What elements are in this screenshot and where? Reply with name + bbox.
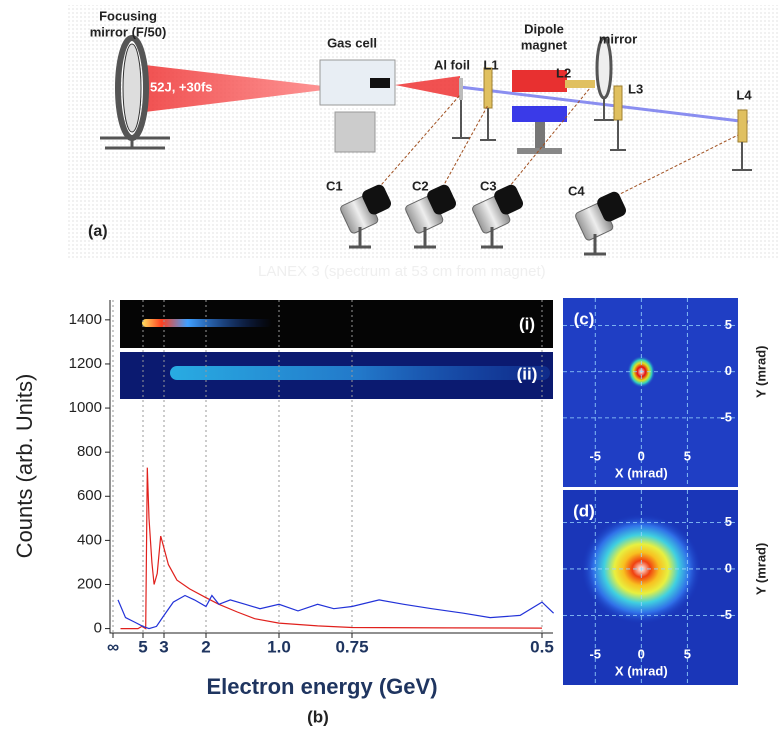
camera-lens xyxy=(494,184,523,215)
y-tick-label: 1200 xyxy=(69,355,102,372)
x-axis-label: Electron energy (GeV) xyxy=(206,674,437,699)
y-tick-label: 5 xyxy=(725,317,732,332)
l3-post xyxy=(610,120,626,151)
panel-label: (b) xyxy=(307,707,329,726)
y-tick-label: 0 xyxy=(725,363,732,378)
y-tick-label: 5 xyxy=(725,514,732,529)
cameras: C1 C2 C3 C4 xyxy=(326,178,626,256)
camera-label: C3 xyxy=(480,178,497,193)
inset-label: (ii) xyxy=(517,364,538,383)
x-tick-label: 3 xyxy=(159,637,168,656)
camera-sightlines xyxy=(374,87,739,199)
x-tick-label: ∞ xyxy=(107,637,119,656)
camera-lens xyxy=(597,191,626,222)
lanex-l4 xyxy=(737,109,748,143)
magnet-bottom xyxy=(512,106,567,122)
y-tick-label: -5 xyxy=(720,409,732,424)
x-tick-label: -5 xyxy=(589,448,601,463)
y-tick-label: 800 xyxy=(77,443,102,460)
magnet-post xyxy=(535,122,545,150)
y-axis-label: Y (mrad) xyxy=(753,543,768,596)
camera-label: C4 xyxy=(568,183,585,198)
y-axis-label: Y (mrad) xyxy=(753,346,768,399)
faint-caption: LANEX 3 (spectrum at 53 cm from magnet) xyxy=(258,263,546,280)
focusing-mirror-face xyxy=(122,43,142,133)
l2-label: L2 xyxy=(556,65,571,80)
laser-cone-out xyxy=(395,76,460,98)
camera-stand xyxy=(584,234,606,256)
l3-label: L3 xyxy=(628,81,643,96)
axis-line xyxy=(109,300,553,634)
lanex-l3 xyxy=(613,85,623,121)
camera-label: C2 xyxy=(412,178,429,193)
beam-image xyxy=(563,298,738,487)
y-tick-label: 1400 xyxy=(69,311,102,328)
inset-label: (i) xyxy=(519,314,535,333)
y-tick-label: 1000 xyxy=(69,399,102,416)
al-foil-label: Al foil xyxy=(434,57,470,72)
x-axis-label: X (mrad) xyxy=(615,465,668,480)
magnet-label: Dipole xyxy=(524,21,564,36)
mirror2-post xyxy=(594,98,614,121)
l4-label: L4 xyxy=(736,87,752,102)
l1-post xyxy=(480,108,496,141)
magnet-top xyxy=(512,70,567,92)
panel-label: (d) xyxy=(573,501,595,520)
l4-post xyxy=(732,142,752,171)
camera-stand xyxy=(349,227,371,249)
mirror-label: Focusing xyxy=(99,8,157,23)
x-tick-label: 5 xyxy=(138,637,147,656)
gas-cell-label: Gas cell xyxy=(327,35,377,50)
y-tick-label: 400 xyxy=(77,531,102,548)
x-tick-label: -5 xyxy=(589,646,601,661)
panel-label: (a) xyxy=(88,223,108,240)
foil-post xyxy=(452,100,470,139)
inset-streak xyxy=(170,366,550,380)
x-tick-label: 0.75 xyxy=(335,637,368,656)
x-tick-label: 0.5 xyxy=(530,637,554,656)
x-tick-label: 0 xyxy=(638,646,645,661)
camera-lens xyxy=(427,184,456,215)
y-tick-label: 600 xyxy=(77,487,102,504)
y-tick-label: 200 xyxy=(77,575,102,592)
panel-label: (c) xyxy=(574,309,595,328)
series-line xyxy=(117,594,555,630)
camera-lens xyxy=(362,184,391,215)
l1-label: L1 xyxy=(483,57,498,72)
gas-cell-nozzle xyxy=(370,78,390,88)
x-axis-label: X (mrad) xyxy=(615,663,668,678)
x-tick-label: 2 xyxy=(201,637,210,656)
x-tick-label: 5 xyxy=(684,646,691,661)
laser-cone xyxy=(145,65,340,112)
lanex-l2 xyxy=(565,80,595,88)
setup-diagram: C1 C2 C3 C4 Focusing mirror (F/50) 52J, +30… xyxy=(68,5,780,258)
mirror-label: mirror (F/50) xyxy=(90,24,167,39)
y-tick-label: 0 xyxy=(725,560,732,575)
camera-stand xyxy=(481,227,503,249)
y-axis-label: Counts (arb. Units) xyxy=(12,374,37,559)
series-line xyxy=(120,467,543,630)
x-tick-label: 5 xyxy=(684,448,691,463)
inset-streak xyxy=(142,319,272,327)
gas-cell-stand xyxy=(334,111,376,153)
magnet-label: magnet xyxy=(521,37,568,52)
mirror2-label: mirror xyxy=(599,31,637,46)
magnet-base xyxy=(517,148,562,154)
al-foil xyxy=(459,78,463,100)
camera-label: C1 xyxy=(326,178,343,193)
x-tick-label: 1.0 xyxy=(267,637,291,656)
x-tick-label: 0 xyxy=(638,448,645,463)
lanex-l1 xyxy=(483,67,493,109)
laser-label: 52J, +30fs xyxy=(150,79,213,94)
mirror2 xyxy=(595,36,613,100)
mirror-mount xyxy=(100,136,170,150)
camera-stand xyxy=(414,227,436,249)
y-tick-label: -5 xyxy=(720,607,732,622)
y-tick-label: 0 xyxy=(94,620,102,637)
